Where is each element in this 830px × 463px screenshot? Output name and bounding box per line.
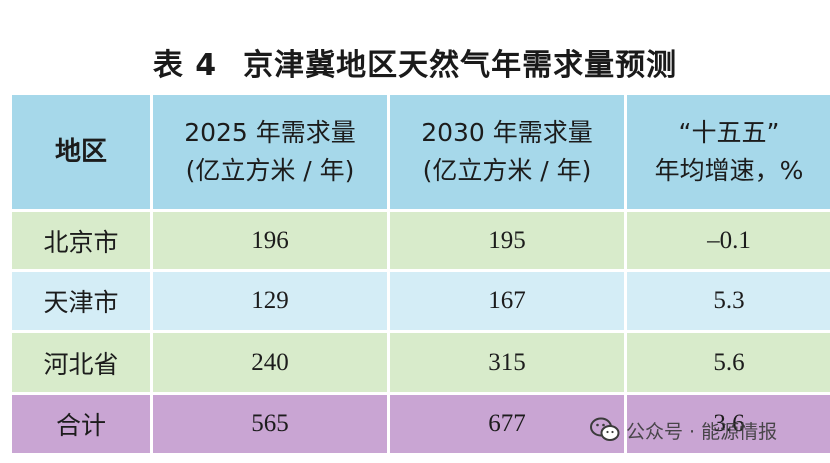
demand-2030-cell: 677 <box>390 395 627 453</box>
demand-2025-cell: 129 <box>153 272 390 333</box>
growth-cell: 3.6 <box>627 395 830 453</box>
table-title-text: 京津冀地区天然气年需求量预测 <box>243 48 678 83</box>
table-row: 北京市 196 195 –0.1 <box>12 212 830 272</box>
gas-demand-table: 地区 2025 年需求量 (亿立方米 / 年) 2030 年需求量 (亿立方米 … <box>12 95 830 453</box>
demand-2030-cell: 167 <box>390 272 627 333</box>
table-title: 表 4 京津冀地区天然气年需求量预测 <box>0 40 830 84</box>
header-2030-demand: 2030 年需求量 (亿立方米 / 年) <box>390 95 627 212</box>
table-header-row: 地区 2025 年需求量 (亿立方米 / 年) 2030 年需求量 (亿立方米 … <box>12 95 830 212</box>
table-total-row: 合计 565 677 3.6 <box>12 395 830 453</box>
growth-cell: 5.6 <box>627 333 830 395</box>
region-cell: 天津市 <box>12 272 153 333</box>
header-region: 地区 <box>12 95 153 212</box>
region-cell: 北京市 <box>12 212 153 272</box>
demand-2025-cell: 565 <box>153 395 390 453</box>
growth-cell: 5.3 <box>627 272 830 333</box>
region-cell: 河北省 <box>12 333 153 395</box>
growth-cell: –0.1 <box>627 212 830 272</box>
region-cell: 合计 <box>12 395 153 453</box>
demand-2025-cell: 240 <box>153 333 390 395</box>
demand-2025-cell: 196 <box>153 212 390 272</box>
table-row: 河北省 240 315 5.6 <box>12 333 830 395</box>
table-number: 表 4 <box>152 48 218 83</box>
demand-2030-cell: 315 <box>390 333 627 395</box>
header-2025-demand: 2025 年需求量 (亿立方米 / 年) <box>153 95 390 212</box>
header-growth-rate: “十五五” 年均增速，% <box>627 95 830 212</box>
demand-2030-cell: 195 <box>390 212 627 272</box>
table-row: 天津市 129 167 5.3 <box>12 272 830 333</box>
